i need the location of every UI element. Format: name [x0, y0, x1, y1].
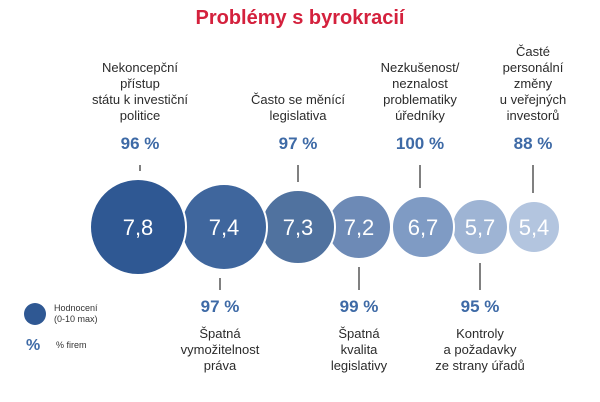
percent-label-2: 97 %: [201, 297, 240, 316]
category-label-4-line-1: Špatná: [338, 326, 380, 341]
category-label-1-line-2: přístup: [120, 76, 160, 91]
category-label-2-line-2: vymožitelnost: [181, 342, 260, 357]
chart-title: Problémy s byrokracií: [196, 7, 406, 29]
legend-percent-label: % firem: [56, 340, 87, 350]
category-label-6-line-3: ze strany úřadů: [435, 358, 525, 373]
category-label-1-line-1: Nekoncepční: [102, 60, 178, 75]
percent-label-1: 96 %: [121, 134, 160, 153]
legend-circle-icon: [24, 303, 46, 325]
category-label-2-line-1: Špatná: [199, 326, 241, 341]
category-label-4-line-2: kvalita: [341, 342, 379, 357]
category-label-6-line-1: Kontroly: [456, 326, 504, 341]
category-label-7-line-1: Časté: [516, 44, 550, 59]
category-label-5-line-1: Nezkušenost/: [381, 60, 460, 75]
category-label-4-line-3: legislativy: [331, 358, 388, 373]
category-label-5-line-2: neznalost: [392, 76, 448, 91]
category-label-1-line-4: politice: [120, 108, 160, 123]
percent-label-7: 88 %: [514, 134, 553, 153]
bubble-value-6: 5,7: [465, 215, 496, 240]
legend-rating-label-line-1: Hodnocení: [54, 303, 98, 313]
percent-label-6: 95 %: [461, 297, 500, 316]
category-label-2-line-3: práva: [204, 358, 237, 373]
category-label-3-line-1: Často se měnící: [251, 92, 345, 107]
category-label-6-line-2: a požadavky: [444, 342, 517, 357]
percent-label-5: 100 %: [396, 134, 444, 153]
bubble-value-2: 7,4: [209, 215, 240, 240]
legend: Hodnocení(0-10 max)% % firem: [24, 303, 98, 354]
legend-rating-label-line-2: (0-10 max): [54, 314, 98, 324]
legend-percent-symbol: %: [26, 337, 40, 354]
category-label-7-line-3: změny: [514, 76, 553, 91]
category-label-3-line-2: legislativa: [269, 108, 327, 123]
category-label-7-line-2: personální: [503, 60, 564, 75]
category-label-7-line-5: investorů: [507, 108, 560, 123]
category-label-1-line-3: státu k investiční: [92, 92, 188, 107]
bubble-value-4: 7,2: [344, 215, 375, 240]
category-label-5-line-4: úředníky: [395, 108, 445, 123]
bubble-1: [89, 178, 187, 276]
percent-label-4: 99 %: [340, 297, 379, 316]
bubble-value-1: 7,8: [123, 215, 154, 240]
category-label-7-line-4: u veřejných: [500, 92, 566, 107]
percent-label-3: 97 %: [279, 134, 318, 153]
bubble-value-5: 6,7: [408, 215, 439, 240]
bubble-value-3: 7,3: [283, 215, 314, 240]
category-label-5-line-3: problematiky: [383, 92, 457, 107]
bubble-value-7: 5,4: [519, 215, 550, 240]
